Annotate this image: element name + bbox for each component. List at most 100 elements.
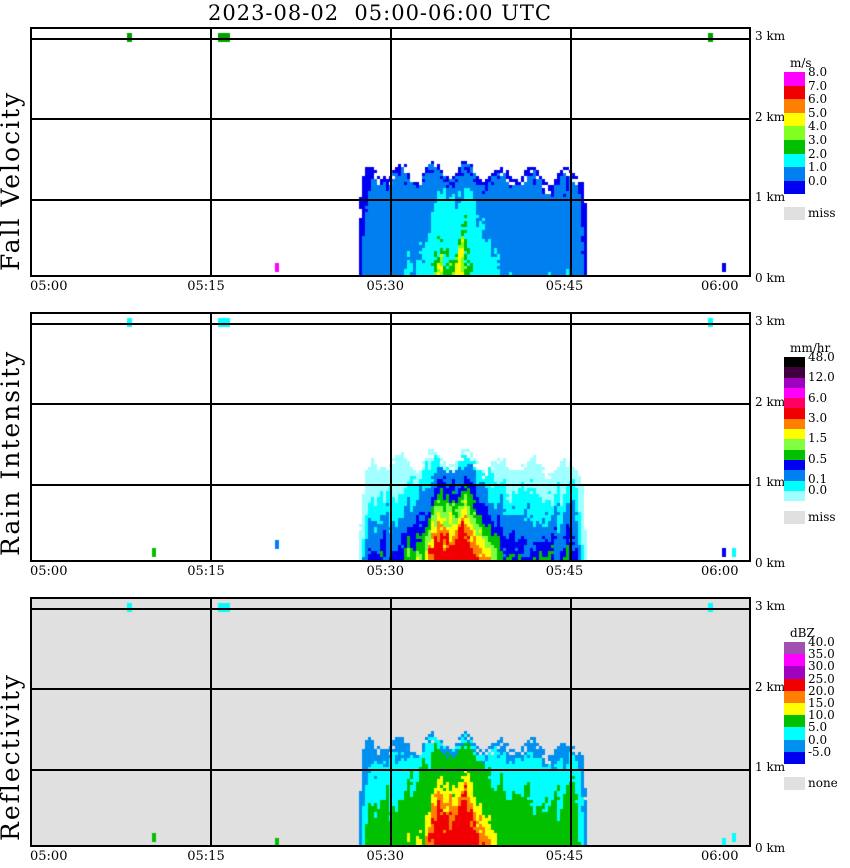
x-axis-tick-label: 05:15	[187, 564, 225, 579]
x-axis-tick-label: 06:00	[701, 564, 739, 579]
y-axis-tick-label: 1 km	[755, 190, 786, 204]
colorbar-swatch	[784, 470, 805, 481]
colorbar-swatch	[784, 367, 805, 378]
colorbar-tick-label: 1.0	[808, 160, 828, 175]
colorbar-swatch	[784, 398, 805, 409]
y-axis-tick-label: 0 km	[755, 840, 786, 855]
colorbar-swatch	[784, 408, 805, 419]
colorbar-missing-swatch	[784, 511, 805, 525]
colorbar-swatch	[784, 439, 805, 450]
y-axis-tick-label: 2 km	[755, 394, 786, 409]
y-axis-tick-label: 2 km	[755, 109, 786, 124]
colorbar-units-label: dBZ	[790, 626, 815, 640]
colorbar-swatch	[784, 678, 805, 691]
x-axis-tick-label: 05:30	[366, 849, 404, 864]
colorbar-tick-label: 5.0	[808, 105, 828, 120]
x-axis-tick-label: 06:00	[701, 849, 739, 864]
colorbar-tick-label: -5.0	[808, 744, 832, 759]
colorbar-tick-label: 0.0	[808, 483, 828, 498]
y-axis-tick-label: 0 km	[755, 270, 786, 285]
x-axis-tick-label: 05:45	[545, 279, 584, 294]
panel-label-rain-intensity: Rain Intensity	[0, 349, 25, 556]
x-axis-tick-label: 05:00	[30, 279, 68, 294]
colorbar-swatch	[784, 751, 805, 764]
colorbar-missing-label: miss	[808, 510, 836, 525]
colorbar-fall-velocity	[784, 72, 805, 195]
colorbar-swatch	[784, 180, 805, 195]
colorbar-tick-label: 5.0	[808, 720, 828, 735]
colorbar-tick-label: 0.1	[808, 471, 828, 486]
colorbar-tick-label: 0.5	[808, 451, 828, 466]
colorbar-tick-label: 1.5	[808, 431, 828, 446]
colorbar-swatch	[784, 739, 805, 752]
colorbar-tick-label: 25.0	[808, 671, 835, 686]
colorbar-tick-label: 15.0	[808, 696, 835, 710]
colorbar-missing-label: miss	[808, 206, 836, 221]
colorbar-swatch	[784, 690, 805, 703]
colorbar-swatch	[784, 480, 805, 491]
plot-area-reflectivity[interactable]	[30, 597, 751, 847]
y-axis-tick-label: 2 km	[755, 679, 786, 694]
colorbar-tick-label: 0.0	[808, 173, 828, 188]
panel-label-reflectivity: Reflectivity	[0, 673, 25, 841]
x-axis-tick-label: 06:00	[701, 279, 739, 294]
colorbar-swatch	[784, 153, 805, 168]
colorbar-tick-label: 6.0	[808, 390, 828, 405]
x-axis-tick-label: 05:45	[545, 849, 584, 864]
colorbar-tick-label: 20.0	[808, 683, 835, 698]
x-axis-tick-label: 05:15	[187, 279, 225, 294]
colorbar-swatch	[784, 642, 805, 655]
colorbar-units-label: m/s	[790, 56, 812, 70]
colorbar-missing-swatch	[784, 777, 805, 790]
colorbar-units-label: mm/hr	[790, 341, 831, 355]
colorbar-tick-label: 8.0	[808, 65, 828, 79]
colorbar-tick-label: 3.0	[808, 133, 828, 147]
colorbar-swatch	[784, 418, 805, 430]
colorbar-swatch	[784, 99, 805, 113]
colorbar-swatch	[784, 666, 805, 679]
colorbar-swatch	[784, 449, 805, 460]
colorbar-swatch	[784, 72, 805, 86]
colorbar-missing-label: none	[808, 776, 838, 790]
colorbar-tick-label: 12.0	[808, 370, 835, 385]
colorbar-swatch	[784, 85, 805, 100]
y-axis-tick-label: 3 km	[755, 599, 786, 613]
colorbar-tick-label: 40.0	[808, 635, 835, 649]
plot-area-fall-velocity[interactable]	[30, 27, 751, 277]
plot-area-rain-intensity[interactable]	[30, 312, 751, 562]
colorbar-tick-label: 7.0	[808, 78, 828, 93]
colorbar-swatch	[784, 387, 805, 399]
colorbar-tick-label: 35.0	[808, 647, 835, 662]
colorbar-tick-label: 4.0	[808, 119, 828, 134]
y-axis-tick-label: 1 km	[755, 760, 786, 774]
colorbar-tick-label: 3.0	[808, 410, 828, 425]
page-title: 2023-08-02 05:00-06:00 UTC	[207, 1, 552, 25]
y-axis-tick-label: 3 km	[755, 314, 786, 328]
y-axis-tick-label: 0 km	[755, 555, 786, 570]
colorbar-swatch	[784, 167, 805, 181]
colorbar-tick-label: 6.0	[808, 92, 828, 107]
x-axis-tick-label: 05:45	[545, 564, 584, 579]
colorbar-swatch	[784, 377, 805, 388]
colorbar-missing-swatch	[784, 207, 805, 221]
colorbar-reflectivity	[784, 642, 805, 764]
colorbar-swatch	[784, 112, 805, 127]
x-axis-tick-label: 05:00	[30, 564, 68, 579]
colorbar-swatch	[784, 727, 805, 740]
x-axis-tick-label: 05:30	[366, 279, 404, 294]
colorbar-swatch	[784, 126, 805, 140]
colorbar-swatch	[784, 715, 805, 728]
colorbar-swatch	[784, 429, 805, 440]
colorbar-tick-label: 10.0	[808, 708, 835, 723]
colorbar-swatch	[784, 702, 805, 716]
colorbar-tick-label: 2.0	[808, 146, 828, 161]
colorbar-swatch	[784, 459, 805, 471]
x-axis-tick-label: 05:15	[187, 849, 225, 864]
colorbar-swatch	[784, 490, 805, 502]
x-axis-tick-label: 05:00	[30, 849, 68, 864]
colorbar-tick-label: 48.0	[808, 350, 835, 364]
colorbar-rain-intensity	[784, 357, 805, 502]
x-axis-tick-label: 05:30	[366, 564, 404, 579]
colorbar-swatch	[784, 357, 805, 368]
colorbar-swatch	[784, 654, 805, 667]
